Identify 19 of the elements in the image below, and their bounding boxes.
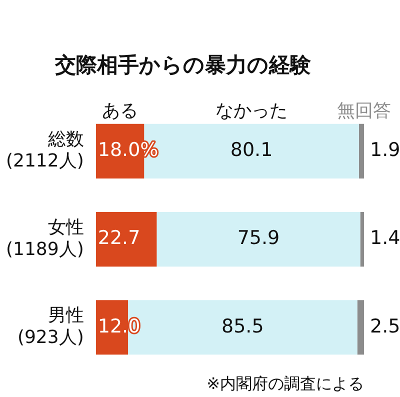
data-label: 80.1 [230,139,273,162]
y-tick-label: 総数 (2112人) [6,129,84,172]
series-label: なかった [216,100,288,122]
data-label: 2.5 [370,315,400,338]
bar [358,124,364,179]
data-label: 85.5 [222,315,264,338]
data-label: 75.9 [237,227,280,250]
bar [357,300,364,355]
bar [156,212,360,267]
y-tick-label: 女性 (1189人) [6,217,84,260]
bar [360,212,364,267]
text: ※内閣府の調査による [206,374,364,394]
y-tick-label: 男性 (923人) [17,305,84,348]
data-label: 1.4 [370,227,400,250]
chart-title: 交際相手からの暴力の経験 [54,53,312,78]
series-label: 無回答 [337,100,391,122]
data-label: 22.7 [98,227,140,250]
series-label: ある [102,100,138,122]
data-label: 1.9 [370,139,400,162]
